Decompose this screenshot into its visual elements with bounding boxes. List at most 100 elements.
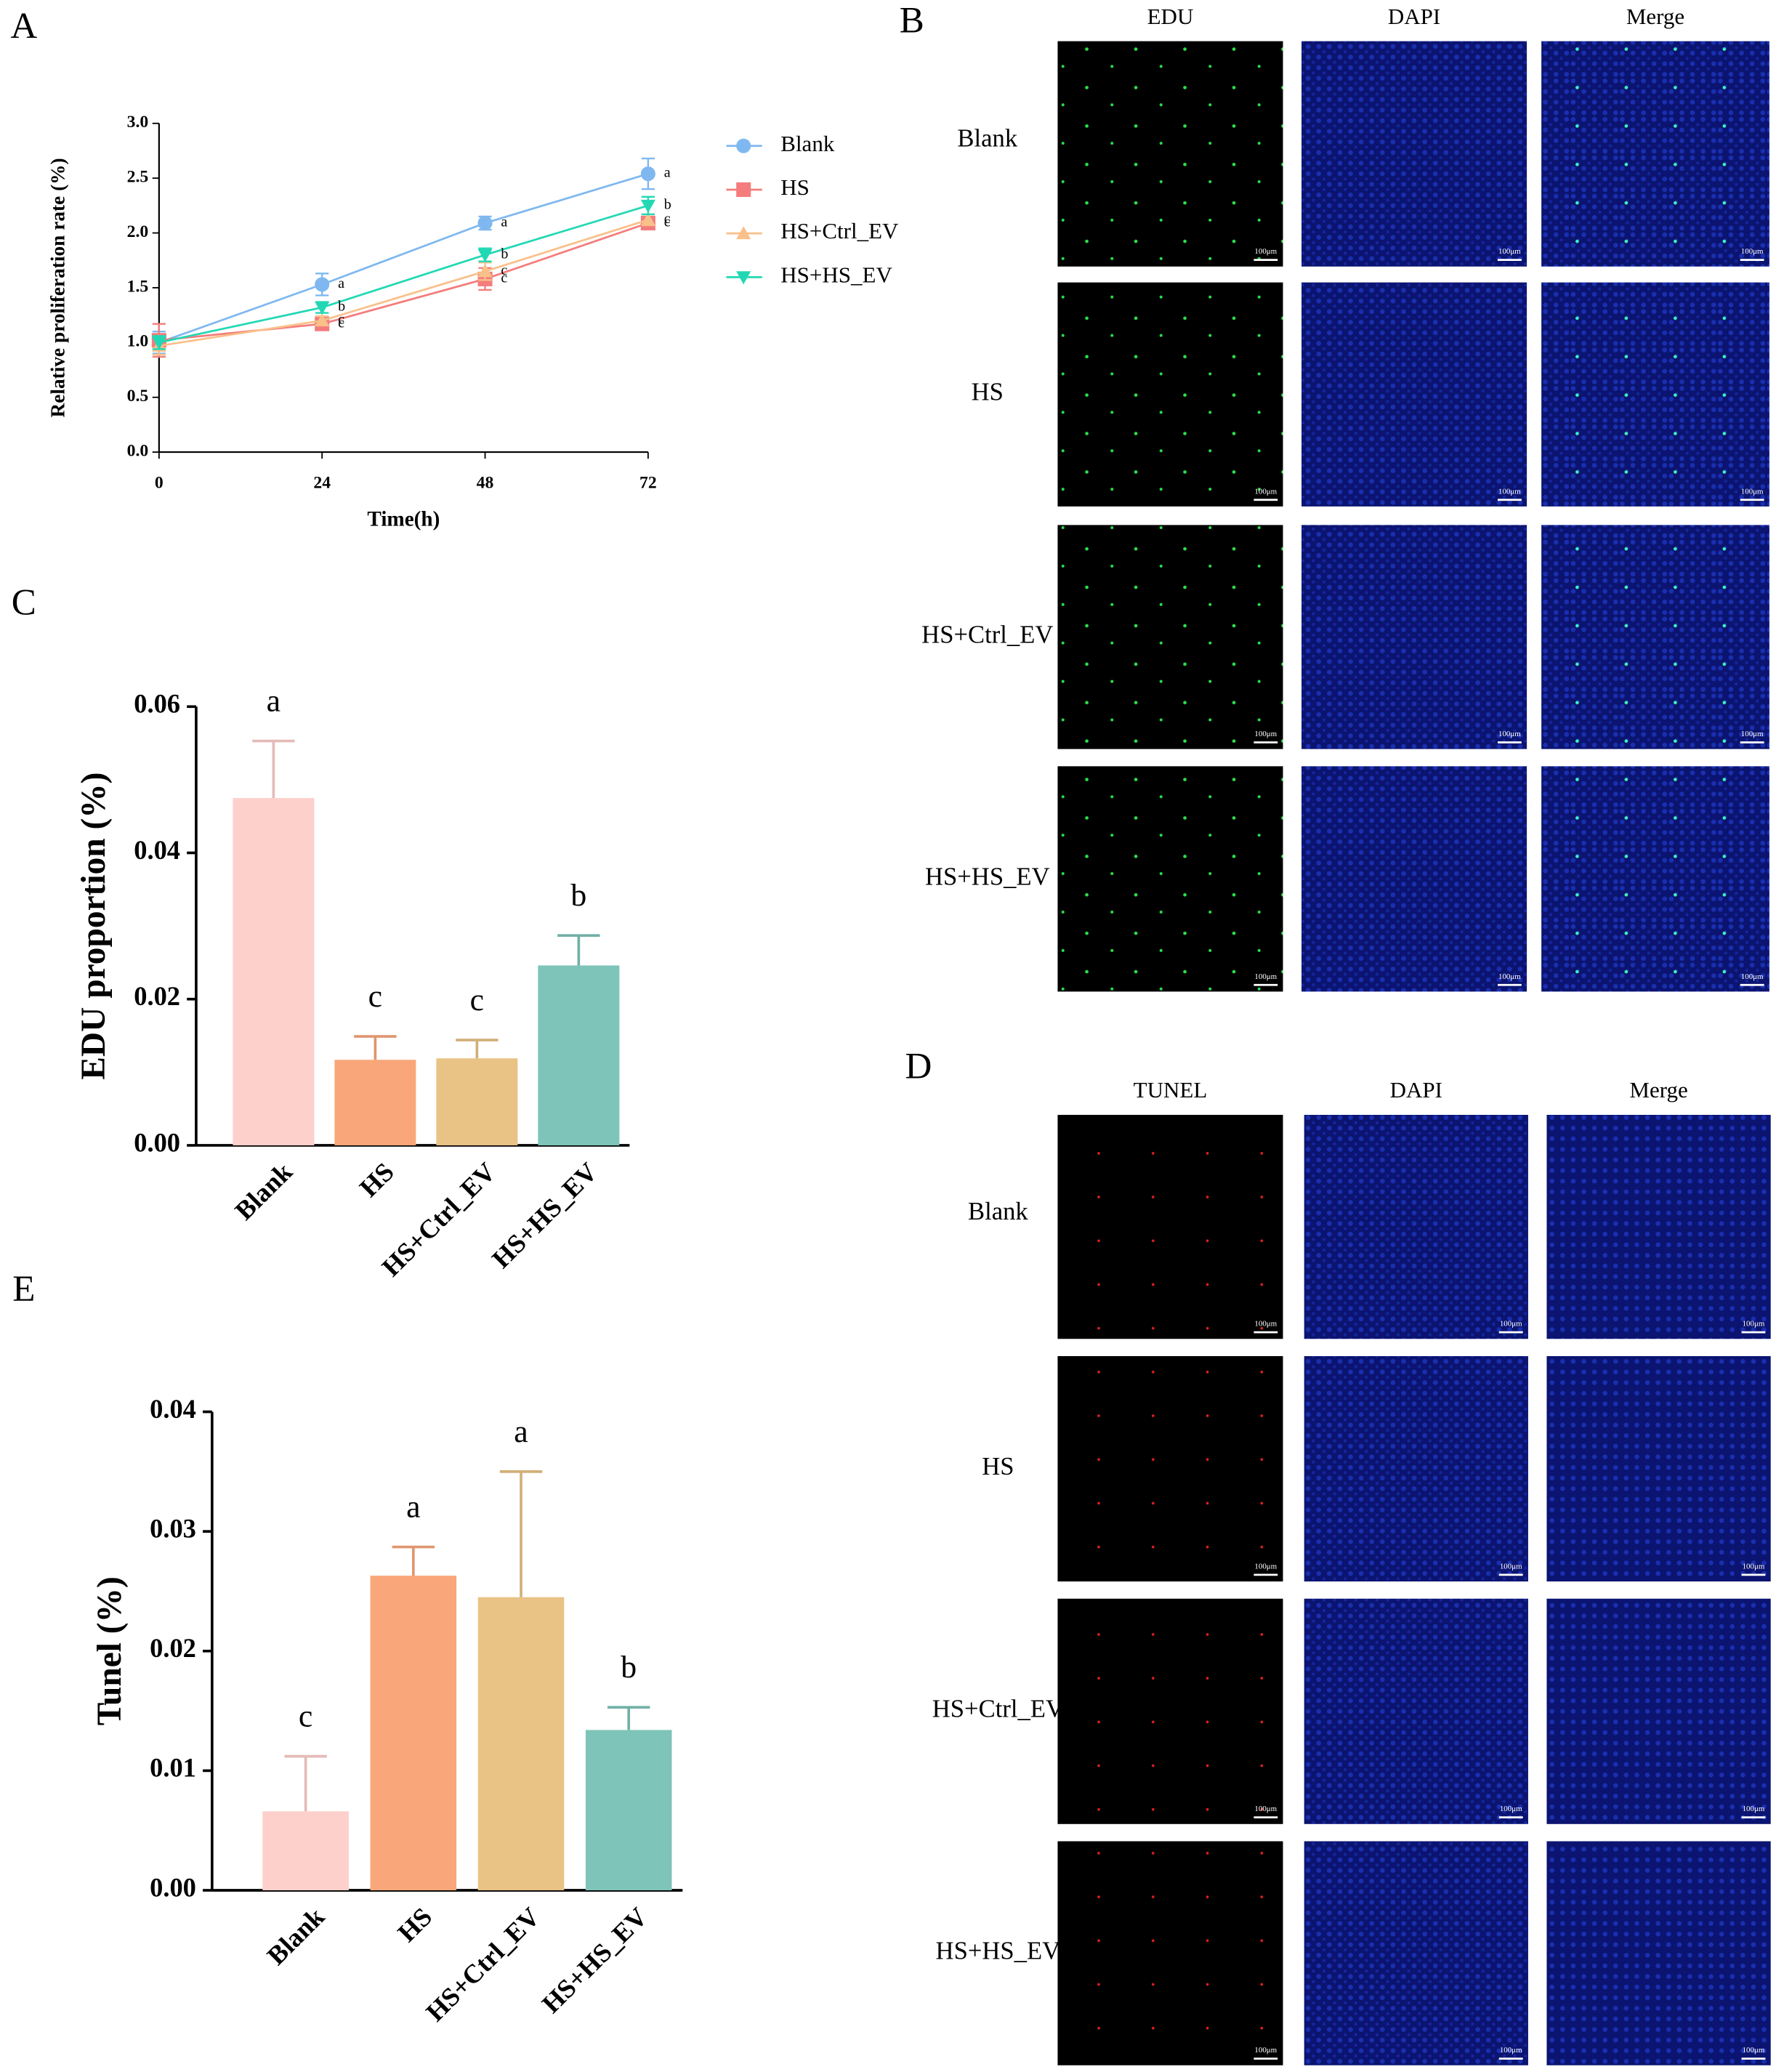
micrograph <box>1546 1355 1771 1582</box>
bar <box>585 1730 672 1890</box>
column-label: EDU <box>1147 4 1194 29</box>
legend-label: HS+Ctrl_EV <box>780 218 899 243</box>
error-bar <box>284 1754 327 1812</box>
significance-letter: c <box>501 270 507 286</box>
micrograph <box>1057 1115 1283 1339</box>
micrograph <box>1304 1598 1528 1824</box>
row-label: HS <box>972 379 1004 406</box>
scale-bar-label: 100μm <box>1254 1805 1277 1813</box>
scale-bar-label: 100μm <box>1254 1562 1277 1571</box>
micrograph <box>1057 1841 1283 2065</box>
significance-letter: a <box>501 214 507 230</box>
x-tick-label: HS+HS_EV <box>536 1902 653 2019</box>
micrograph <box>1057 41 1283 267</box>
significance-letter: c <box>368 979 382 1014</box>
micrograph <box>1301 766 1527 992</box>
error-bar <box>252 739 295 799</box>
marker <box>477 264 493 278</box>
x-tick-label: 24 <box>313 473 331 492</box>
x-tick-label: HS <box>392 1902 438 1948</box>
micrograph <box>1057 766 1283 992</box>
scale-bar-label: 100μm <box>1743 2046 1765 2055</box>
y-tick-label: 1.0 <box>127 332 149 351</box>
x-tick-label: HS+HS_EV <box>486 1157 603 1274</box>
scale-bar-label: 100μm <box>1254 487 1277 496</box>
y-axis-label: Relative proliferation rate (%) <box>47 158 68 417</box>
bar <box>233 798 315 1145</box>
micrograph <box>1304 1115 1528 1339</box>
x-tick-label: 48 <box>477 473 494 492</box>
y-tick-label: 1.5 <box>127 277 149 296</box>
series-line <box>158 204 649 344</box>
error-bar <box>499 1470 543 1597</box>
significance-letter: b <box>621 1650 637 1685</box>
column-label: Merge <box>1629 1077 1687 1102</box>
significance-letter: a <box>267 684 280 719</box>
error-bar <box>557 934 600 966</box>
panel-letter: B <box>900 0 924 41</box>
y-tick-label: 0.02 <box>150 1634 196 1663</box>
x-tick-label: 72 <box>639 473 657 492</box>
micrograph <box>1301 282 1527 507</box>
micrograph <box>1301 41 1527 267</box>
scale-bar-label: 100μm <box>1743 1805 1765 1813</box>
scale-bar-label: 100μm <box>1500 2046 1522 2055</box>
legend-marker <box>736 271 751 285</box>
y-tick-label: 0.04 <box>134 836 180 865</box>
x-axis-label: Time(h) <box>367 508 440 531</box>
error-bar <box>456 1039 499 1059</box>
scale-bar-label: 100μm <box>1741 730 1764 738</box>
error-bar <box>608 1706 650 1730</box>
series-line <box>158 172 649 344</box>
significance-letter: c <box>664 214 671 230</box>
micrograph <box>1546 1841 1771 2065</box>
marker <box>315 313 330 327</box>
y-tick-label: 0.06 <box>134 690 180 719</box>
series-line <box>158 219 649 347</box>
marker <box>315 277 330 292</box>
x-tick-label: Blank <box>262 1902 331 1971</box>
legend-marker <box>736 226 751 240</box>
scale-bar-label: 100μm <box>1500 1562 1522 1571</box>
scale-bar-label: 100μm <box>1741 247 1764 256</box>
micrograph <box>1057 282 1283 507</box>
scale-bar-label: 100μm <box>1254 972 1277 981</box>
y-tick-label: 0.5 <box>127 387 149 406</box>
significance-letter: a <box>514 1414 528 1449</box>
row-label: HS+HS_EV <box>925 863 1050 890</box>
y-tick-label: 3.0 <box>127 113 149 132</box>
legend-marker <box>736 138 751 153</box>
y-tick-label: 0.02 <box>134 982 180 1011</box>
significance-letter: a <box>406 1490 420 1525</box>
scale-bar-label: 100μm <box>1498 247 1521 256</box>
significance-letter: a <box>338 275 344 291</box>
bar <box>436 1058 518 1145</box>
significance-letter: b <box>338 299 345 315</box>
legend-label: HS+HS_EV <box>780 262 892 287</box>
scale-bar-label: 100μm <box>1254 2046 1277 2055</box>
marker <box>151 336 166 350</box>
y-axis-label: EDU proportion (%) <box>75 773 113 1080</box>
significance-letter: c <box>470 983 484 1017</box>
panel-letter: D <box>905 1046 932 1087</box>
panel-letter: C <box>12 581 36 623</box>
bar <box>334 1060 416 1145</box>
x-tick-label: HS <box>354 1157 400 1203</box>
x-tick-label: HS+Ctrl_EV <box>421 1902 546 2027</box>
marker <box>477 215 493 230</box>
micrograph <box>1301 525 1527 749</box>
series-line <box>158 222 649 342</box>
bar <box>370 1576 457 1890</box>
significance-letter: b <box>501 246 508 262</box>
y-tick-label: 0.00 <box>150 1873 196 1902</box>
significance-letter: c <box>501 262 507 278</box>
marker <box>315 302 330 315</box>
scale-bar-label: 100μm <box>1254 730 1277 738</box>
micrograph <box>1541 41 1769 267</box>
y-tick-label: 0.03 <box>150 1515 196 1544</box>
column-label: DAPI <box>1390 1077 1442 1102</box>
marker <box>640 212 655 226</box>
panel-letter: A <box>10 5 37 47</box>
scale-bar-label: 100μm <box>1500 1320 1522 1329</box>
micrograph <box>1546 1598 1771 1824</box>
